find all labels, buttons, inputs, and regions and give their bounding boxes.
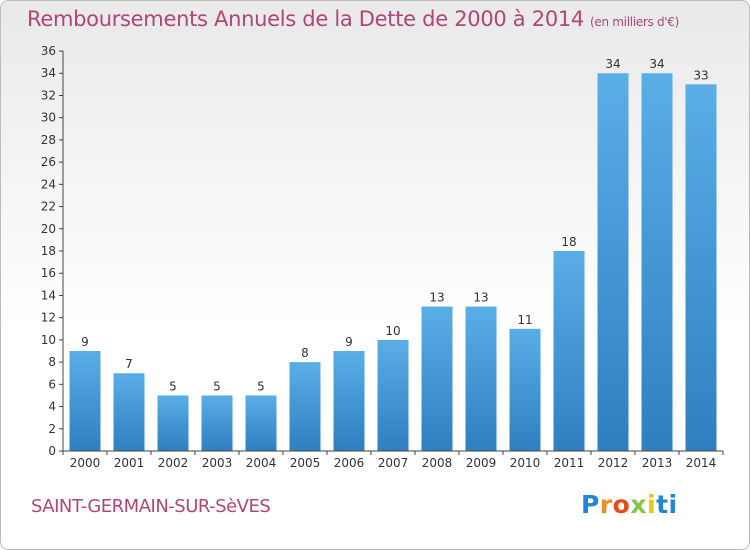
y-tick-label: 20 — [41, 222, 56, 236]
y-tick-label: 14 — [41, 288, 56, 302]
x-tick-label: 2002 — [158, 456, 189, 470]
y-tick-label: 28 — [41, 133, 56, 147]
commune-name: SAINT-GERMAIN-SUR-SèVES — [31, 496, 271, 517]
x-tick-label: 2010 — [510, 456, 541, 470]
y-tick-label: 16 — [41, 266, 56, 280]
bar-value-label: 5 — [257, 379, 265, 393]
bar-2011 — [553, 251, 585, 451]
x-tick-label: 2011 — [554, 456, 585, 470]
bar-2004 — [245, 395, 277, 451]
x-tick-label: 2005 — [290, 456, 321, 470]
bar-2014 — [685, 84, 717, 451]
chart-unit: (en milliers d'€) — [590, 15, 680, 29]
y-tick-label: 34 — [41, 66, 56, 80]
bar-value-label: 13 — [429, 291, 444, 305]
y-tick-label: 18 — [41, 244, 56, 258]
bar-2008 — [421, 306, 453, 451]
y-tick-label: 12 — [41, 311, 56, 325]
y-tick-label: 0 — [48, 444, 56, 458]
x-tick-label: 2006 — [334, 456, 365, 470]
bar-value-label: 11 — [517, 313, 532, 327]
y-tick-label: 2 — [48, 422, 56, 436]
x-tick-label: 2004 — [246, 456, 277, 470]
bar-2012 — [597, 73, 629, 451]
y-tick-label: 36 — [41, 44, 56, 58]
x-tick-label: 2007 — [378, 456, 409, 470]
bar-value-label: 9 — [81, 335, 89, 349]
bar-2006 — [333, 351, 365, 451]
x-tick-label: 2014 — [686, 456, 717, 470]
y-tick-label: 8 — [48, 355, 56, 369]
bar-value-label: 5 — [213, 379, 221, 393]
bar-2013 — [641, 73, 673, 451]
y-tick-label: 30 — [41, 111, 56, 125]
bar-2003 — [201, 395, 233, 451]
bar-2010 — [509, 328, 541, 451]
y-tick-label: 10 — [41, 333, 56, 347]
bar-2002 — [157, 395, 189, 451]
x-tick-label: 2000 — [70, 456, 101, 470]
bar-value-label: 18 — [561, 235, 576, 249]
bar-value-label: 33 — [693, 68, 708, 82]
x-tick-label: 2013 — [642, 456, 673, 470]
y-tick-label: 6 — [48, 377, 56, 391]
x-tick-label: 2001 — [114, 456, 145, 470]
y-tick-label: 24 — [41, 177, 56, 191]
x-tick-label: 2009 — [466, 456, 497, 470]
x-tick-label: 2003 — [202, 456, 233, 470]
bar-value-label: 34 — [605, 57, 620, 71]
bar-2009 — [465, 306, 497, 451]
x-tick-label: 2008 — [422, 456, 453, 470]
y-tick-label: 26 — [41, 155, 56, 169]
bar-2005 — [289, 362, 321, 451]
y-tick-label: 4 — [48, 400, 56, 414]
bar-value-label: 10 — [385, 324, 400, 338]
bar-value-label: 34 — [649, 57, 664, 71]
proxiti-logo: Proxiti — [581, 490, 678, 519]
bar-value-label: 9 — [345, 335, 353, 349]
bar-2000 — [69, 351, 101, 451]
bar-value-label: 8 — [301, 346, 309, 360]
y-tick-label: 32 — [41, 88, 56, 102]
bar-value-label: 7 — [125, 357, 133, 371]
y-tick-label: 22 — [41, 200, 56, 214]
x-tick-label: 2012 — [598, 456, 629, 470]
chart-title-text: Remboursements Annuels de la Dette de 20… — [27, 7, 584, 31]
chart-title: Remboursements Annuels de la Dette de 20… — [27, 7, 679, 31]
bar-2001 — [113, 373, 145, 451]
bar-value-label: 13 — [473, 291, 488, 305]
bar-2007 — [377, 339, 409, 451]
bar-value-label: 5 — [169, 379, 177, 393]
